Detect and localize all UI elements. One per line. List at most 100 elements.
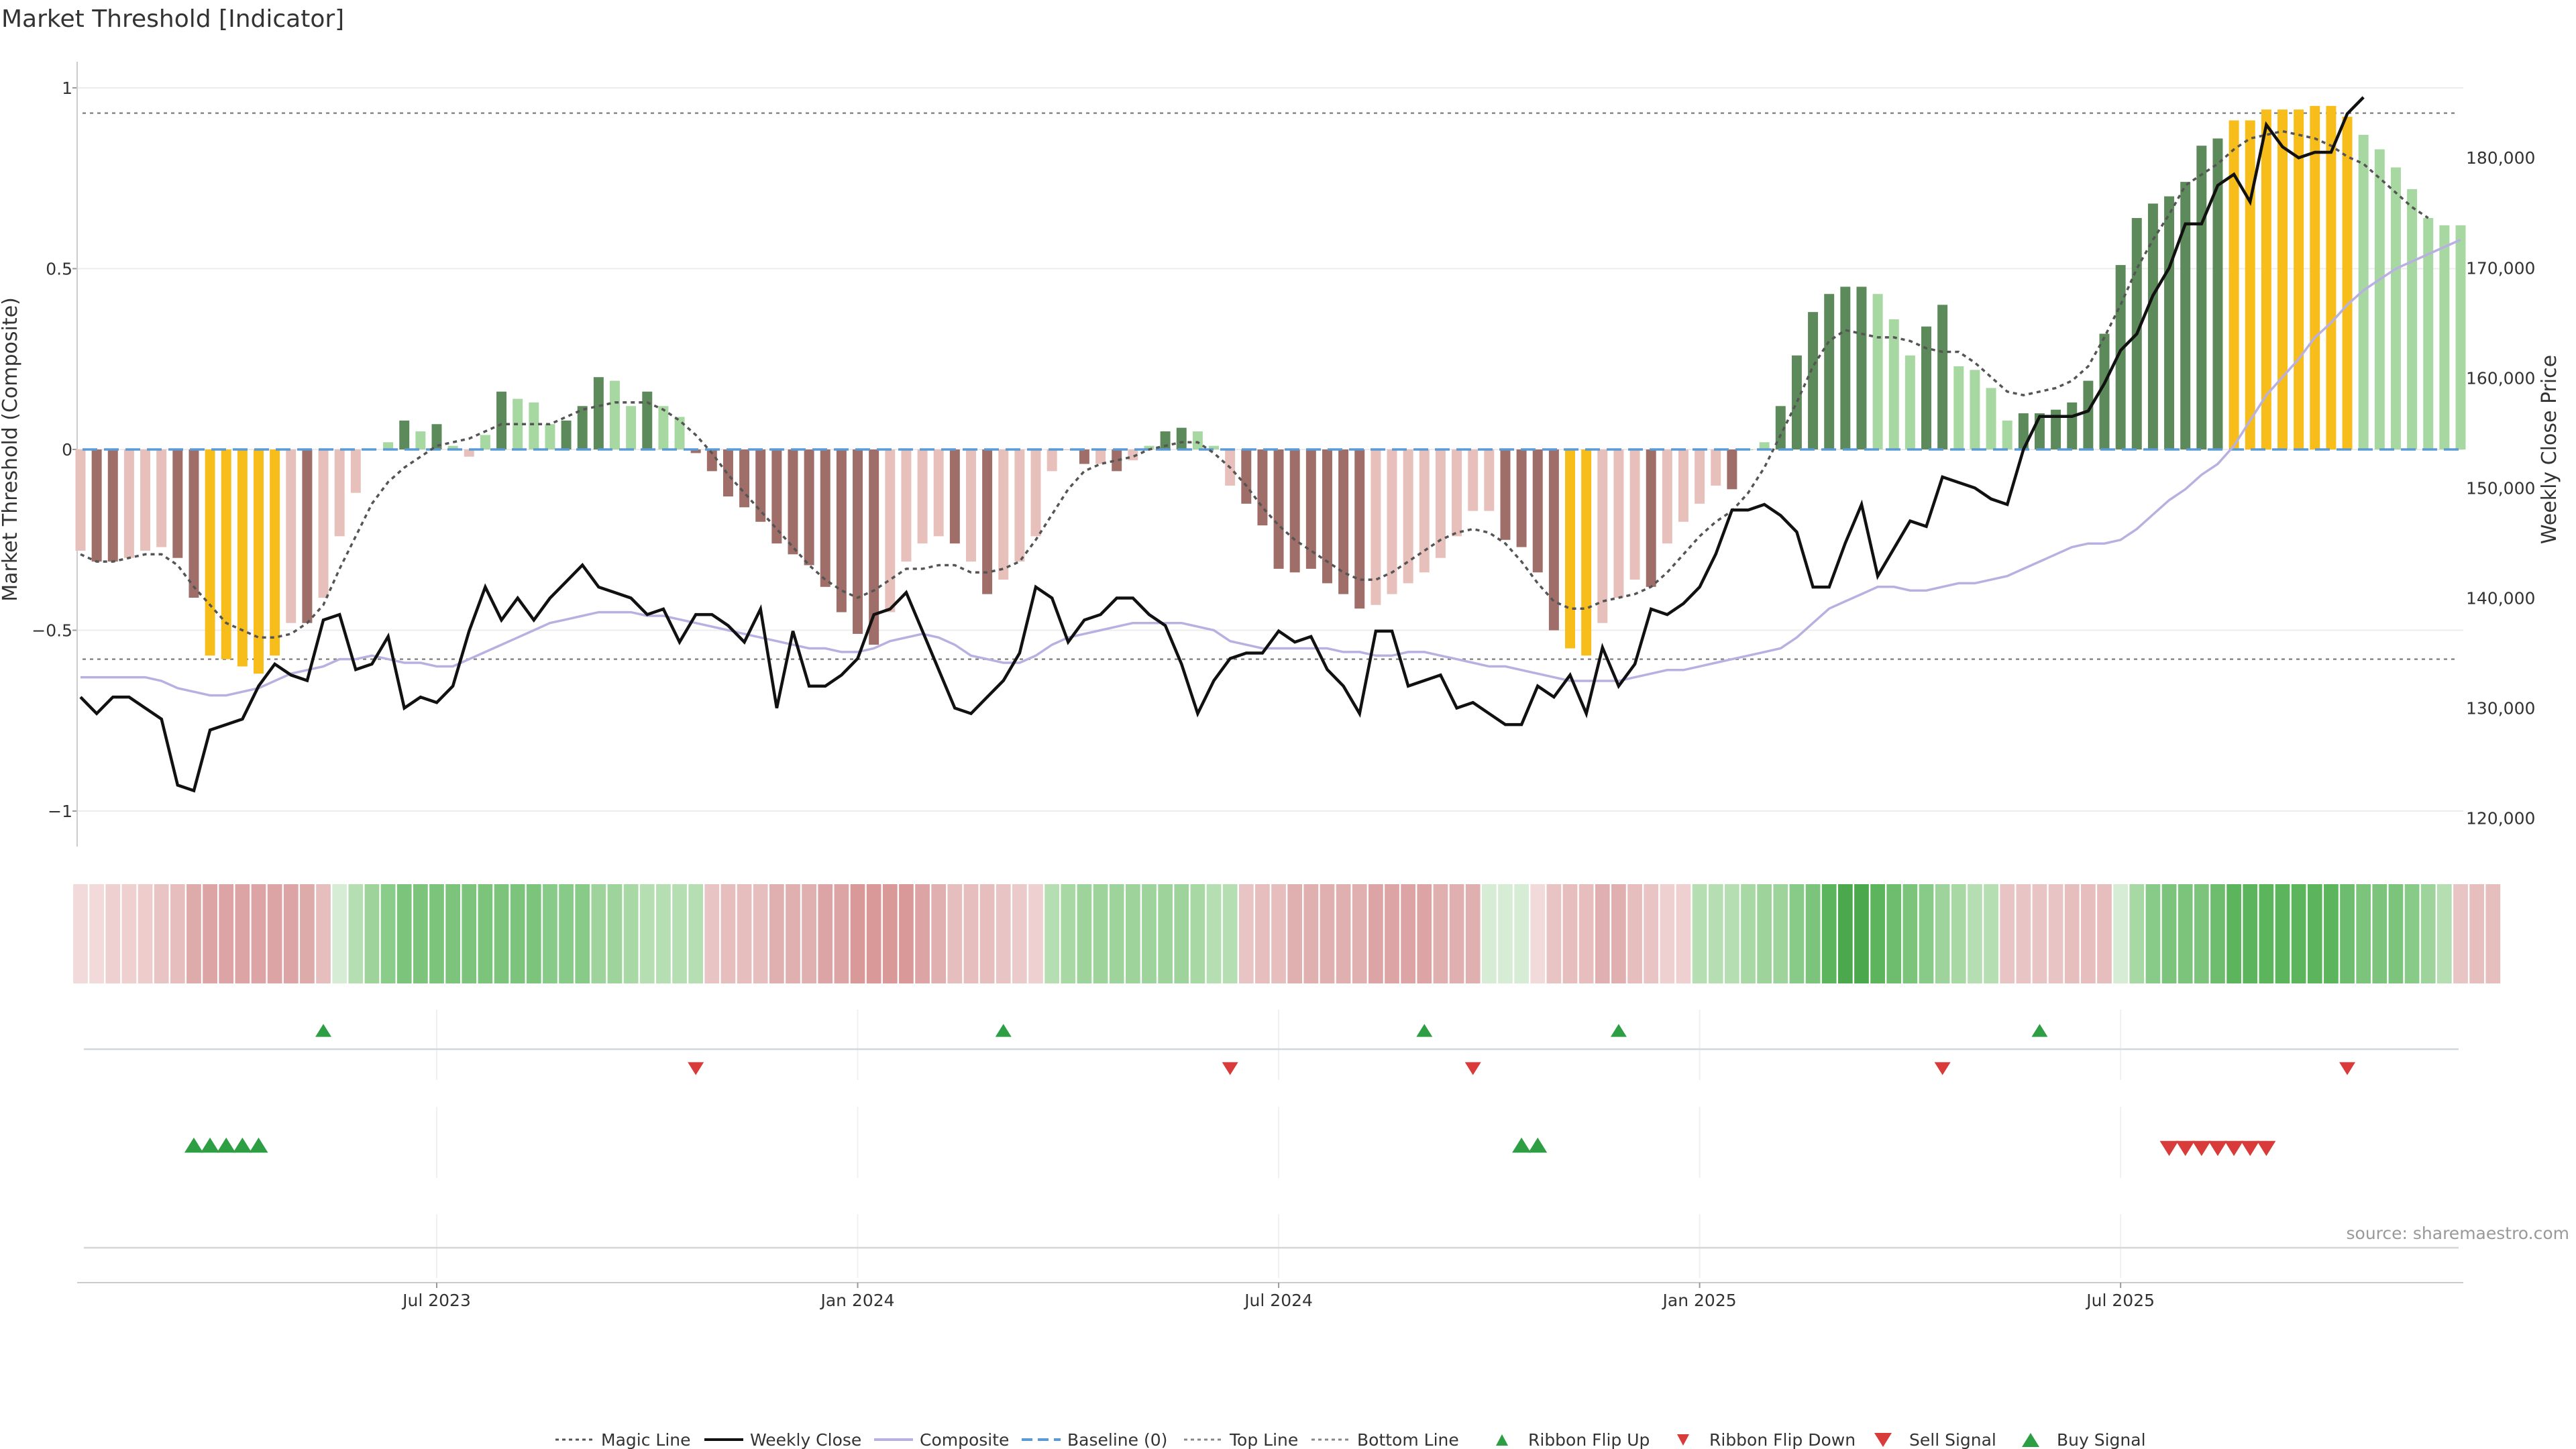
sell-signal-marker: [2208, 1140, 2227, 1157]
ribbon-flip-up-marker: [315, 1024, 332, 1037]
composite-bar: [561, 420, 572, 449]
legend-label: Top Line: [1229, 1430, 1298, 1449]
composite-bar: [739, 449, 750, 508]
ribbon-flip-up-marker: [995, 1024, 1012, 1037]
composite-bar: [1468, 449, 1479, 511]
ribbon-flip-down-marker: [2339, 1062, 2356, 1075]
ribbon-cell: [1611, 884, 1626, 983]
composite-bar: [2002, 420, 2012, 449]
legend-label: Ribbon Flip Up: [1528, 1430, 1650, 1449]
ribbon-cell: [380, 884, 396, 983]
right-tick-label: 170,000: [2466, 258, 2535, 278]
composite-bar: [1888, 319, 1899, 449]
buy-signal-marker: [201, 1137, 220, 1153]
ribbon-cell: [1401, 884, 1416, 983]
ribbon-cell: [364, 884, 380, 983]
ribbon-cell: [121, 884, 137, 983]
ribbon-cell: [1660, 884, 1675, 983]
ribbon-cell: [2420, 884, 2436, 983]
composite-bar: [1030, 449, 1041, 537]
composite-bar: [1095, 449, 1106, 464]
composite-bar: [2083, 380, 2094, 449]
composite-bar: [1046, 449, 1057, 472]
composite-bar: [140, 449, 151, 551]
ribbon-cell: [1595, 884, 1610, 983]
composite-bar: [836, 449, 847, 612]
chart-title: Market Threshold [Indicator]: [1, 5, 344, 33]
ribbon-cell: [2275, 884, 2290, 983]
ribbon-cell: [2388, 884, 2404, 983]
composite-bar: [1662, 449, 1672, 544]
composite-bar: [2423, 218, 2434, 449]
ribbon-cell: [1238, 884, 1254, 983]
ribbon-cell: [203, 884, 217, 983]
composite-bar: [2051, 409, 2061, 449]
weekly-close-line: [79, 96, 2365, 793]
ribbon-cell: [802, 884, 816, 983]
ribbon-cell: [915, 884, 930, 983]
ribbon-cell: [834, 884, 849, 983]
ribbon-cell: [1320, 884, 1335, 983]
composite-bar: [464, 449, 474, 457]
composite-bar: [1727, 449, 1737, 490]
composite-bar: [1678, 449, 1688, 522]
composite-bar: [2196, 146, 2207, 449]
left-axis-label: Market Threshold (Composite): [0, 297, 22, 602]
ribbon-cell: [251, 884, 266, 983]
composite-bar: [1970, 370, 1980, 449]
composite-bar: [1452, 449, 1462, 537]
left-axis: 1 0.5 0 −0.5 −1: [32, 62, 78, 847]
ribbon-cell: [1028, 884, 1043, 983]
ribbon-cell: [186, 884, 201, 983]
legend-label: Ribbon Flip Down: [1709, 1430, 1856, 1449]
x-tick-label: Jan 2025: [1662, 1291, 1737, 1310]
sell-signal-marker: [2159, 1140, 2179, 1157]
composite-bar: [1904, 355, 1915, 449]
ribbon-cell: [267, 884, 282, 983]
ribbon-cell: [1093, 884, 1108, 983]
ribbon-cell: [1837, 884, 1853, 983]
composite-bar: [1532, 449, 1543, 573]
sell-signal-marker: [2241, 1140, 2260, 1157]
ribbon-flip-down-marker: [1222, 1062, 1238, 1075]
composite-bar: [1937, 305, 1948, 449]
ribbon-cell: [623, 884, 639, 983]
composite-bar: [447, 445, 458, 449]
ribbon-cell: [1789, 884, 1805, 983]
composite-bar: [350, 449, 361, 493]
ribbon-cell: [1562, 884, 1578, 983]
ribbon-cell: [753, 884, 768, 983]
ribbon-cell: [2032, 884, 2047, 983]
ribbon-cell: [2372, 884, 2387, 983]
ribbon-cell: [2226, 884, 2241, 983]
ribbon-cell: [1498, 884, 1513, 983]
composite-bar: [1629, 449, 1640, 580]
composite-bar: [674, 417, 685, 449]
ribbon-flip-down-marker: [1464, 1062, 1481, 1075]
ribbon-cell: [656, 884, 671, 983]
composite-bar: [1160, 431, 1171, 449]
ribbon-cell: [1465, 884, 1481, 983]
composite-bar: [1079, 449, 1089, 464]
ribbon-cell: [1968, 884, 1982, 983]
composite-bar: [771, 449, 782, 544]
ribbon-cell: [2048, 884, 2063, 983]
x-tick-label: Jan 2024: [819, 1291, 894, 1310]
ribbon-cell: [154, 884, 169, 983]
ribbon-cell: [1514, 884, 1529, 983]
ribbon-cell: [947, 884, 963, 983]
x-tick-label: Jul 2024: [1243, 1291, 1313, 1310]
composite-bar: [205, 449, 215, 656]
sell-signal-marker: [2224, 1140, 2244, 1157]
ribbon-cell: [510, 884, 525, 983]
ribbon-cell: [607, 884, 623, 983]
buy-signal-marker: [249, 1137, 268, 1153]
ribbon-cell: [478, 884, 493, 983]
legend-label: Sell Signal: [1909, 1430, 1996, 1449]
ribbon-flip-down-marker: [1934, 1062, 1951, 1075]
ribbon-cell: [769, 884, 784, 983]
ribbon-cell: [1821, 884, 1837, 983]
right-axis: 180,000 170,000 160,000 150,000 140,000 130,0…: [2466, 148, 2535, 828]
composite-bar: [529, 402, 539, 449]
composite-bar: [1711, 449, 1721, 486]
